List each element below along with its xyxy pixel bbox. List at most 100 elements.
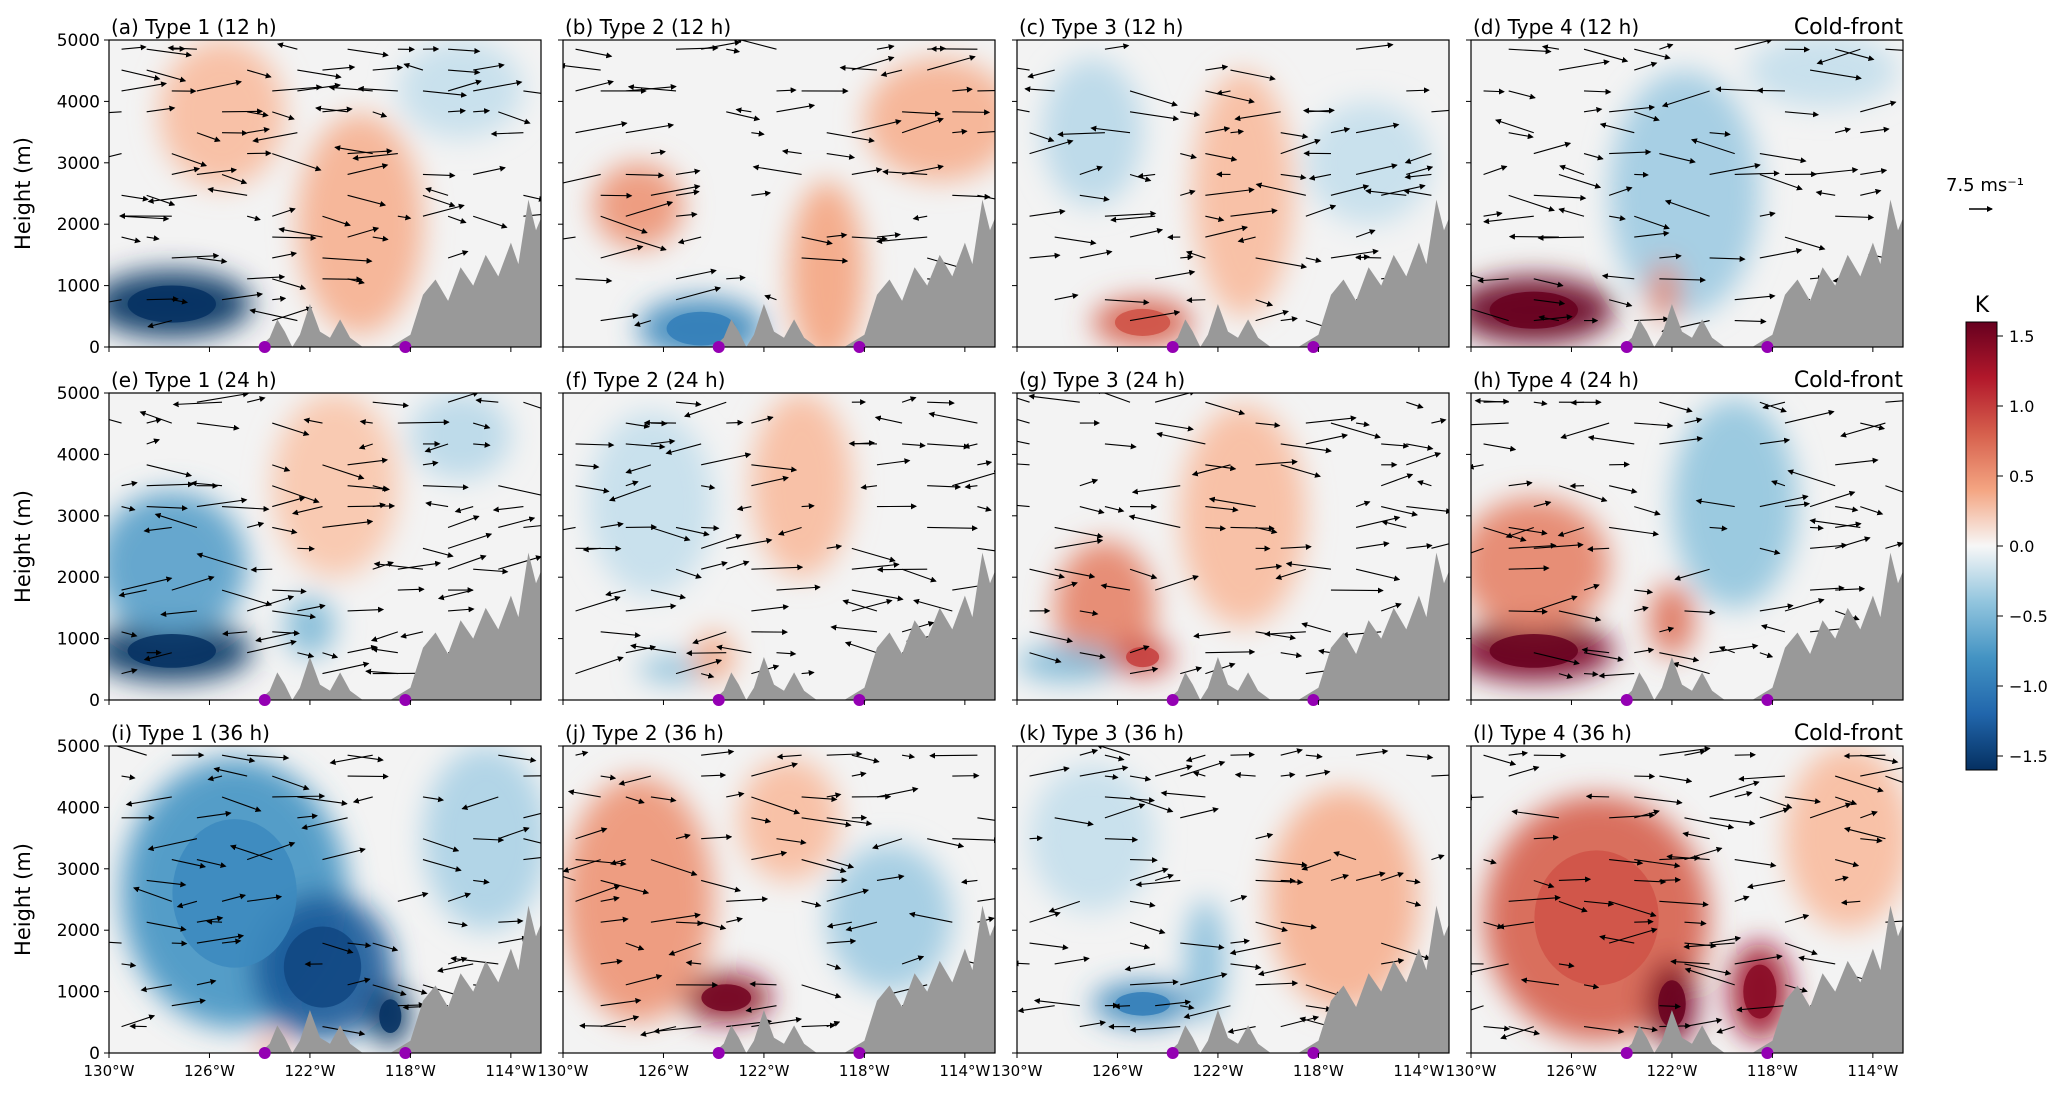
wind-vector xyxy=(397,1002,425,1009)
wind-vector xyxy=(447,250,469,259)
wind-vector xyxy=(347,502,396,509)
wind-vector xyxy=(1734,170,1780,177)
wind-vector xyxy=(1634,48,1671,60)
wind-vector xyxy=(247,639,297,654)
wind-vector xyxy=(563,859,601,873)
wind-vector xyxy=(1156,431,1206,445)
y-axis-label: Height (m) xyxy=(11,137,35,250)
wind-vector xyxy=(701,484,716,491)
wind-vector xyxy=(246,841,296,861)
wind-vector xyxy=(196,132,221,143)
wind-vector xyxy=(160,610,197,618)
anomaly-2 xyxy=(1649,583,1695,658)
wind-vector xyxy=(523,401,541,409)
y-tick-label: 1000 xyxy=(57,630,100,650)
wind-vector xyxy=(171,252,220,259)
wind-vector xyxy=(735,107,752,114)
station-marker xyxy=(399,1047,412,1059)
wind-vector xyxy=(246,215,261,222)
wind-vector xyxy=(322,1026,366,1037)
wind-vector xyxy=(700,672,715,679)
wind-vector xyxy=(609,859,626,866)
wind-vector xyxy=(1205,153,1238,162)
wind-vector xyxy=(675,189,700,196)
wind-vector xyxy=(650,796,677,803)
wind-vector xyxy=(1205,90,1255,104)
wind-vector xyxy=(1798,955,1836,965)
wind-vector xyxy=(726,274,746,281)
wind-vector xyxy=(1508,565,1550,572)
wind-vector xyxy=(1483,443,1517,452)
wind-vector xyxy=(303,417,323,424)
wind-vector xyxy=(1885,541,1903,549)
wind-vector xyxy=(963,443,978,449)
wind-vector xyxy=(692,631,727,645)
wind-vector xyxy=(1079,194,1110,202)
wind-vector xyxy=(1154,764,1193,777)
wind-vector xyxy=(357,85,398,92)
wind-vector xyxy=(913,598,953,612)
wind-vector xyxy=(1404,153,1432,164)
wind-vector xyxy=(397,586,425,593)
wind-vector xyxy=(1280,652,1303,659)
wind-vector xyxy=(701,525,720,532)
wind-vector xyxy=(1809,490,1856,508)
wind-vector xyxy=(1508,608,1548,615)
wind-vector xyxy=(109,941,122,944)
wind-vector xyxy=(1583,1026,1625,1035)
wind-vector xyxy=(403,62,424,71)
wind-vector xyxy=(372,561,394,570)
anomaly-core-0 xyxy=(172,819,297,968)
wind-vector xyxy=(221,173,248,185)
panel-3: (d) Type 4 (12 h) Cold-front xyxy=(1466,15,1904,353)
wind-vector xyxy=(726,111,761,122)
wind-vector xyxy=(801,859,847,874)
wind-vector xyxy=(121,81,168,92)
wind-vector xyxy=(927,55,976,71)
wind-vector xyxy=(1255,832,1274,840)
wind-vector xyxy=(1355,541,1390,549)
terrain xyxy=(713,199,995,347)
wind-vector xyxy=(1684,942,1717,949)
wind-vector xyxy=(1471,794,1484,801)
wind-vector xyxy=(650,438,676,445)
wind-vector xyxy=(1695,498,1735,508)
wind-vector xyxy=(448,108,467,115)
terrain xyxy=(259,905,541,1053)
wind-vector xyxy=(1205,126,1231,134)
wind-vector xyxy=(461,796,499,811)
wind-vector xyxy=(776,584,821,591)
wind-vector xyxy=(625,603,677,612)
wind-vector xyxy=(1029,766,1070,777)
wind-vector xyxy=(121,631,138,638)
wind-vector xyxy=(121,962,137,969)
wind-vector xyxy=(322,64,356,71)
reference-vector-label: 7.5 ms⁻¹ xyxy=(1946,175,2024,196)
wind-vector xyxy=(272,496,306,508)
wind-vector xyxy=(498,111,531,125)
wind-vector xyxy=(247,126,270,134)
wind-vector xyxy=(424,443,449,453)
wind-vector xyxy=(960,878,978,885)
wind-vector xyxy=(222,108,264,115)
wind-vector xyxy=(1234,111,1281,122)
wind-vector xyxy=(370,631,399,642)
anomaly-core-0 xyxy=(1114,308,1171,336)
wind-vector xyxy=(1129,666,1159,675)
wind-vector xyxy=(109,419,122,424)
panel-title: (i) Type 1 (36 h) xyxy=(111,721,270,745)
wind-vector xyxy=(523,857,541,861)
wind-vector xyxy=(625,644,657,654)
wind-vector xyxy=(1684,920,1707,927)
wind-vector xyxy=(650,526,691,542)
wind-vector xyxy=(1634,230,1670,238)
panel-title: (g) Type 3 (24 h) xyxy=(1019,368,1185,392)
wind-vector xyxy=(1734,895,1750,902)
wind-vector xyxy=(1330,422,1381,439)
terrain xyxy=(1167,552,1449,700)
wind-vector xyxy=(650,184,701,196)
wind-vector xyxy=(207,775,223,782)
wind-vector xyxy=(272,111,295,121)
wind-vector xyxy=(1104,43,1130,50)
wind-vector xyxy=(1756,87,1785,94)
